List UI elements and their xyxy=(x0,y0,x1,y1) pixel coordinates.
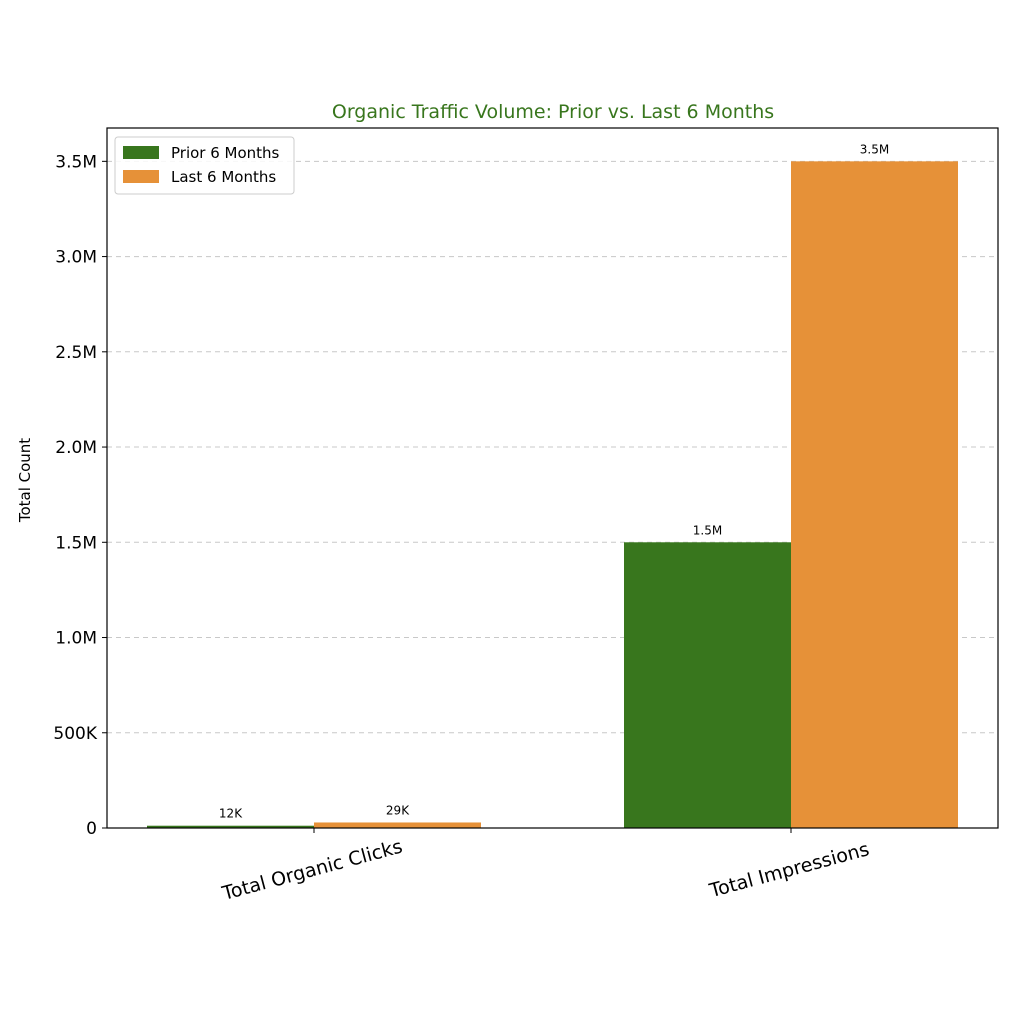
bar xyxy=(147,825,314,828)
y-tick-label: 500K xyxy=(53,724,97,744)
data-label: 3.5M xyxy=(860,142,889,156)
legend: Prior 6 Months Last 6 Months xyxy=(114,136,295,195)
y-tick-label: 3.5M xyxy=(55,152,97,172)
bar xyxy=(791,161,958,829)
data-label: 1.5M xyxy=(693,523,722,537)
legend-swatch xyxy=(123,146,159,159)
legend-swatch xyxy=(123,170,159,183)
y-tick-label: 1.5M xyxy=(55,533,97,553)
data-label: 12K xyxy=(219,807,243,821)
chart-title: Organic Traffic Volume: Prior vs. Last 6… xyxy=(332,101,774,123)
y-axis-ticks: 0 500K 1.0M 1.5M 2.0M 2.5M 3.0M 3.5M xyxy=(53,152,107,839)
y-tick-label: 2.5M xyxy=(55,343,97,363)
legend-box xyxy=(114,136,295,195)
plot-frame xyxy=(106,127,999,829)
legend-label: Prior 6 Months xyxy=(171,144,280,162)
y-axis-label: Total Count xyxy=(16,438,34,523)
y-tick-label: 1.0M xyxy=(55,629,97,649)
y-tick-label: 3.0M xyxy=(55,248,97,268)
gridlines xyxy=(107,160,998,829)
bars xyxy=(147,161,958,829)
data-label: 29K xyxy=(386,803,410,817)
data-labels: 12K 29K 1.5M 3.5M xyxy=(219,142,889,820)
y-tick-label: 2.0M xyxy=(55,438,97,458)
x-tick-label: Total Organic Clicks xyxy=(219,836,405,906)
legend-label: Last 6 Months xyxy=(171,168,276,186)
y-tick-label: 0 xyxy=(86,819,97,839)
bar xyxy=(314,822,481,828)
x-axis-ticks: Total Organic Clicks Total Impressions xyxy=(219,828,872,905)
x-tick-label: Total Impressions xyxy=(706,838,871,902)
bar xyxy=(624,542,791,828)
